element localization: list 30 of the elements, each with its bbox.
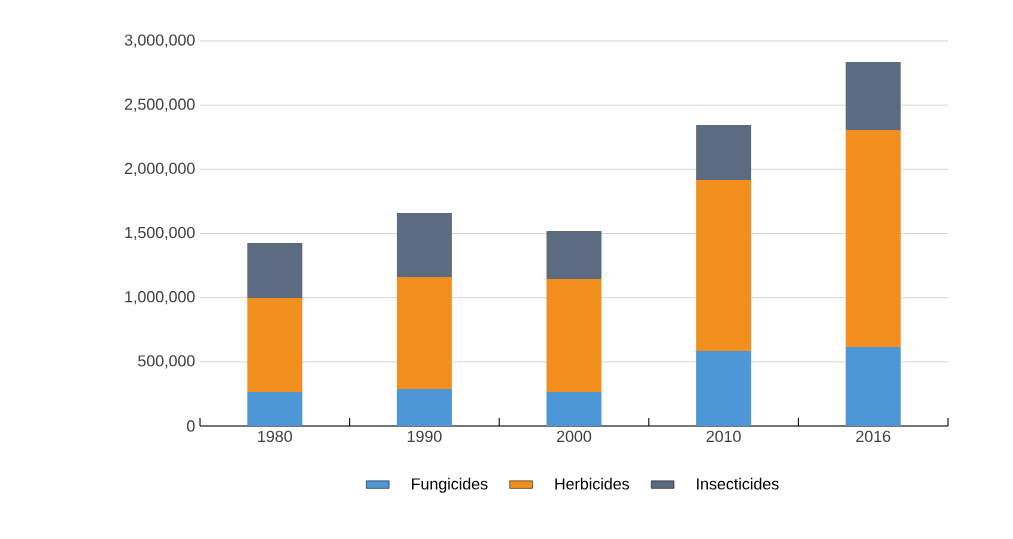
bar [247,243,303,299]
bar [247,298,303,392]
bar [696,351,752,426]
bar [546,231,602,280]
bar [396,277,452,390]
legend-label: Herbicides [555,477,630,490]
bar [696,179,752,352]
y-tick-label: 1,000,000 [125,291,195,305]
bar [845,130,901,347]
x-tick-label: 1980 [258,430,292,443]
y-tick-label: 500,000 [138,355,195,369]
legend-label: Insecticides [697,477,779,490]
y-tick-label: 0 [187,420,195,432]
bar [696,125,752,180]
y-tick-label: 1,500,000 [125,226,195,241]
bar [546,391,602,426]
bar [845,346,901,426]
x-tick-label: 1990 [407,430,442,443]
y-tick-label: 2,500,000 [124,98,195,112]
y-tick-label: 3,000,000 [124,34,195,48]
x-tick-label: 2000 [557,430,592,443]
bar [396,212,452,277]
bar [247,391,303,426]
x-tick-label: 2010 [706,430,741,443]
y-tick-label: 2,000,000 [124,162,195,176]
legend-label: Fungicides [412,477,488,493]
bar [396,389,452,426]
bar [546,279,602,392]
x-tick-label: 2016 [856,430,891,443]
bar [845,62,901,131]
